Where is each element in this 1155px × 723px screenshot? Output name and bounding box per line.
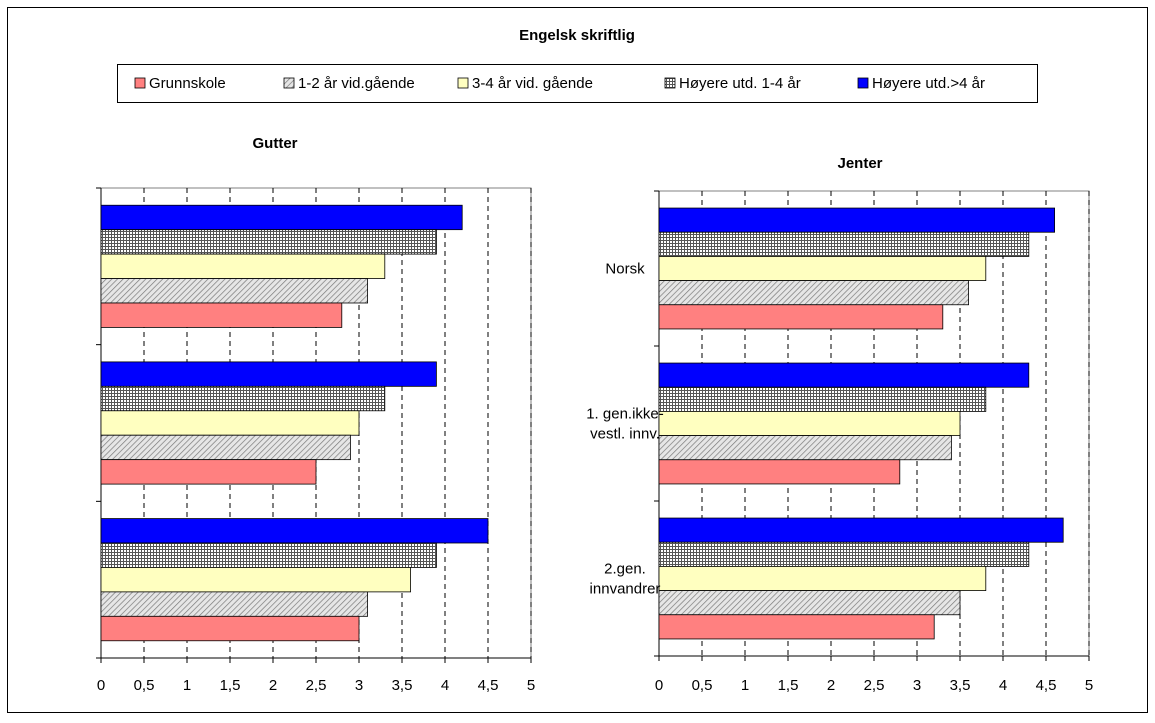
bar <box>658 435 952 461</box>
x-tick-label: 1 <box>183 677 191 694</box>
bar <box>100 615 360 642</box>
x-tick-label: 0,5 <box>134 677 155 694</box>
chart-title: Engelsk skriftlig <box>519 27 635 44</box>
legend-label: 3-4 år vid. gående <box>472 75 593 92</box>
category-label: 2.gen. innvandrer <box>590 561 661 598</box>
bar <box>100 567 412 593</box>
x-tick-label: 2 <box>269 677 277 694</box>
bar <box>658 614 935 640</box>
x-tick-label: 5 <box>1085 677 1093 694</box>
bar <box>100 361 437 387</box>
x-tick-label: 3 <box>355 677 363 694</box>
x-tick-label: 2,5 <box>306 677 327 694</box>
bar <box>100 229 437 255</box>
bar <box>658 256 987 281</box>
bar <box>658 304 944 330</box>
bar <box>100 385 386 412</box>
x-tick-label: 4,5 <box>478 677 499 694</box>
bar <box>100 410 360 436</box>
x-tick-label: 3,5 <box>950 677 971 694</box>
x-tick-label: 4 <box>999 677 1007 694</box>
legend-swatch <box>134 77 146 89</box>
bar <box>100 518 489 544</box>
bar <box>100 542 437 568</box>
x-tick-label: 4,5 <box>1036 677 1057 694</box>
x-tick-label: 2 <box>827 677 835 694</box>
x-tick-label: 1 <box>741 677 749 694</box>
bar <box>100 434 351 461</box>
x-tick-label: 1,5 <box>778 677 799 694</box>
bar <box>658 517 1064 543</box>
category-label-line: vestl. innv. <box>590 426 660 443</box>
x-tick-label: 4 <box>441 677 449 694</box>
category-label: 1. gen.ikke-vestl. innv. <box>586 406 664 443</box>
x-tick-label: 3 <box>913 677 921 694</box>
bar <box>658 207 1056 233</box>
bar <box>658 541 1030 567</box>
legend-item: 3-4 år vid. gående <box>457 75 593 92</box>
panel-gutter: Gutter 0 0,5 1 1,5 2 2,5 3 3,5 4 4,5 5 <box>96 135 535 694</box>
x-tick-label: 0 <box>655 677 663 694</box>
bar <box>100 591 369 617</box>
x-tick-label: 1,5 <box>220 677 241 694</box>
x-tick-label: 3,5 <box>392 677 413 694</box>
panel-title: Gutter <box>253 135 298 152</box>
bar <box>658 459 901 485</box>
legend-label: Høyere utd.>4 år <box>872 75 985 92</box>
legend-swatch <box>457 77 469 89</box>
x-tick-label: 5 <box>527 677 535 694</box>
category-label-line: 2.gen. <box>604 561 646 578</box>
legend: Grunnskole 1-2 år vid.gående 3-4 år vid. g… <box>117 64 1038 103</box>
bar <box>658 231 1030 257</box>
bar <box>658 280 970 306</box>
legend-swatch <box>664 77 676 89</box>
legend-label: Høyere utd. 1-4 år <box>679 75 801 92</box>
x-tick-label: 0 <box>97 677 105 694</box>
legend-item: 1-2 år vid.gående <box>283 75 415 92</box>
bar <box>658 566 987 591</box>
category-label: Norsk <box>605 261 645 278</box>
legend-label: 1-2 år vid.gående <box>298 75 415 92</box>
bar <box>100 253 386 279</box>
legend-item: Høyere utd.>4 år <box>857 75 985 92</box>
panel-jenter: Jenter 0 0,5 1 1,5 2 2,5 3 3,5 4 4,5 5 Norsk 1. gen.i… <box>586 155 1093 694</box>
legend-box <box>117 64 1038 103</box>
bar <box>658 590 961 616</box>
bar <box>100 278 369 304</box>
bar <box>658 362 1030 388</box>
bar <box>658 386 987 412</box>
legend-item: Høyere utd. 1-4 år <box>664 75 801 92</box>
bar <box>100 204 463 231</box>
x-tick-label: 0,5 <box>692 677 713 694</box>
category-label-line: 1. gen.ikke- <box>586 406 664 423</box>
bar <box>100 302 343 328</box>
category-label-line: innvandrer <box>590 581 661 598</box>
bar <box>658 411 961 436</box>
bar <box>100 459 317 485</box>
legend-swatch <box>283 77 295 89</box>
x-tick-label: 2,5 <box>864 677 885 694</box>
legend-item: Grunnskole <box>134 75 226 92</box>
category-label-line: Norsk <box>605 261 645 278</box>
panel-title: Jenter <box>837 155 882 172</box>
legend-label: Grunnskole <box>149 75 226 92</box>
legend-swatch <box>857 77 869 89</box>
